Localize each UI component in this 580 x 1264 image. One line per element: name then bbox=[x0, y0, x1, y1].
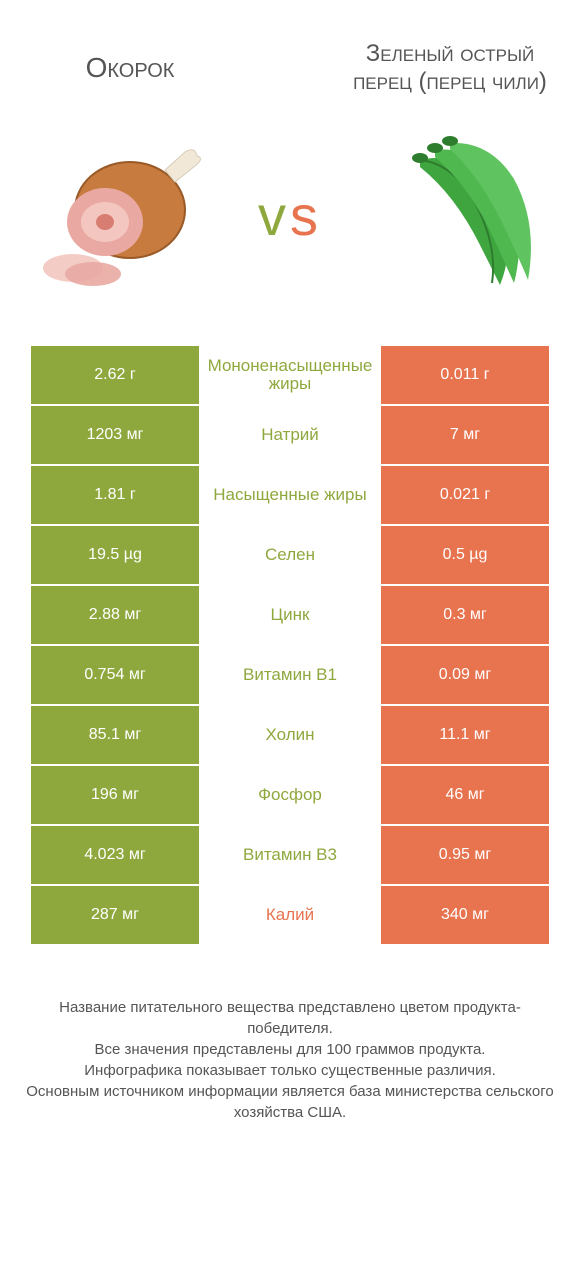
nutrient-label: Мононенасыщенные жиры bbox=[201, 346, 379, 406]
value-right: 0.3 мг bbox=[379, 586, 549, 646]
nutrient-label: Цинк bbox=[201, 586, 379, 646]
table-row: 0.754 мгВитамин B10.09 мг bbox=[31, 646, 549, 706]
value-left: 196 мг bbox=[31, 766, 201, 826]
footer-line: Название питательного вещества представл… bbox=[20, 997, 560, 1039]
value-left: 0.754 мг bbox=[31, 646, 201, 706]
value-right: 0.95 мг bbox=[379, 826, 549, 886]
pepper-icon bbox=[380, 135, 540, 295]
table-row: 2.88 мгЦинк0.3 мг bbox=[31, 586, 549, 646]
ham-icon bbox=[35, 140, 205, 290]
vs-label: vs bbox=[258, 183, 322, 248]
value-left: 2.88 мг bbox=[31, 586, 201, 646]
nutrient-label: Селен bbox=[201, 526, 379, 586]
table-row: 1203 мгНатрий7 мг bbox=[31, 406, 549, 466]
table-row: 1.81 гНасыщенные жиры0.021 г bbox=[31, 466, 549, 526]
table-row: 2.62 гМононенасыщенные жиры0.011 г bbox=[31, 346, 549, 406]
table-row: 85.1 мгХолин11.1 мг bbox=[31, 706, 549, 766]
vs-row: vs bbox=[0, 105, 580, 345]
nutrient-label: Витамин B3 bbox=[201, 826, 379, 886]
table-row: 287 мгКалий340 мг bbox=[31, 886, 549, 946]
table-row: 196 мгФосфор46 мг bbox=[31, 766, 549, 826]
value-right: 0.09 мг bbox=[379, 646, 549, 706]
value-right: 46 мг bbox=[379, 766, 549, 826]
comparison-table: 2.62 гМононенасыщенные жиры0.011 г1203 м… bbox=[30, 345, 550, 947]
footer-line: Основным источником информации является … bbox=[20, 1081, 560, 1123]
footer-line: Все значения представлены для 100 граммо… bbox=[20, 1039, 560, 1060]
pepper-image bbox=[370, 125, 550, 305]
value-right: 11.1 мг bbox=[379, 706, 549, 766]
title-right: Зеленый острый перец (перец чили) bbox=[350, 40, 550, 95]
value-left: 85.1 мг bbox=[31, 706, 201, 766]
value-left: 1.81 г bbox=[31, 466, 201, 526]
footer-line: Инфографика показывает только существенн… bbox=[20, 1060, 560, 1081]
nutrient-label: Насыщенные жиры bbox=[201, 466, 379, 526]
ham-image bbox=[30, 125, 210, 305]
value-left: 1203 мг bbox=[31, 406, 201, 466]
table-row: 19.5 µgСелен0.5 µg bbox=[31, 526, 549, 586]
title-left: Окорок bbox=[30, 52, 230, 84]
value-left: 2.62 г bbox=[31, 346, 201, 406]
value-right: 7 мг bbox=[379, 406, 549, 466]
nutrient-label: Натрий bbox=[201, 406, 379, 466]
value-right: 0.5 µg bbox=[379, 526, 549, 586]
nutrient-label: Калий bbox=[201, 886, 379, 946]
value-right: 0.011 г bbox=[379, 346, 549, 406]
nutrient-label: Холин bbox=[201, 706, 379, 766]
table-row: 4.023 мгВитамин B30.95 мг bbox=[31, 826, 549, 886]
value-right: 340 мг bbox=[379, 886, 549, 946]
footer-notes: Название питательного вещества представл… bbox=[0, 947, 580, 1123]
value-right: 0.021 г bbox=[379, 466, 549, 526]
value-left: 4.023 мг bbox=[31, 826, 201, 886]
nutrient-label: Витамин B1 bbox=[201, 646, 379, 706]
value-left: 287 мг bbox=[31, 886, 201, 946]
nutrient-label: Фосфор bbox=[201, 766, 379, 826]
header: Окорок Зеленый острый перец (перец чили) bbox=[0, 0, 580, 105]
value-left: 19.5 µg bbox=[31, 526, 201, 586]
